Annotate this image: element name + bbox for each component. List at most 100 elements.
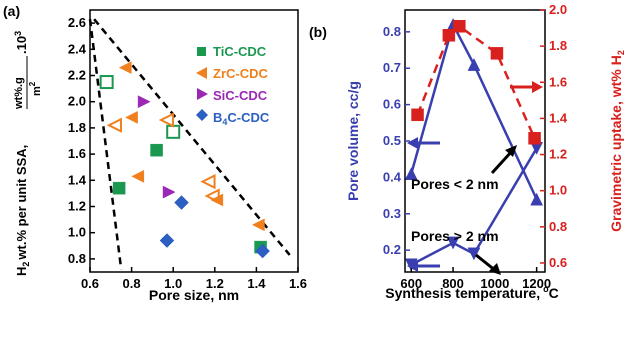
- b-yright-tick-label-2: 1.0: [549, 183, 567, 198]
- series-2-point-4: [490, 47, 504, 60]
- arrow-pores-lt-2nm-head: [505, 145, 517, 157]
- series-line-1: [410, 147, 538, 266]
- panel-a: (a) 0.6 0.8 1.0 1.2 1.4 1.6 0.8 1.0 1.2 1.4 1.6 1.8…: [3, 3, 307, 303]
- panel-b-plot-area: [404, 17, 544, 272]
- b-xtick-label-1: 800: [442, 276, 464, 291]
- panel-a-plot-area: [88, 18, 291, 270]
- a-ytick-label-2: 1.2: [68, 199, 86, 214]
- series-0-point-3: [467, 58, 481, 71]
- point-tic-3: [150, 143, 163, 157]
- b-yleft-tick-label-3: 0.5: [383, 133, 401, 148]
- b-yleft-tick-label-4: 0.6: [383, 97, 401, 112]
- b-xtick-label-0: 600: [400, 276, 422, 291]
- panel-b-label: (b): [309, 24, 327, 40]
- a-xtick-label-1: 0.8: [123, 276, 141, 291]
- panel-a-ylabel: H2wt.% per unit SSA,: [14, 145, 31, 276]
- a-ytick-label-6: 2.0: [68, 94, 86, 109]
- series-2-point-5: [528, 132, 541, 145]
- panel-b: 600 800 1000 1200 0.2 0.3 0.4 0.5 0.6 0.7 0.8 0.6 0.…: [309, 2, 626, 301]
- point-tic-1: [99, 75, 114, 90]
- point-zrc-2: [118, 61, 132, 75]
- panel-a-ylabel-h-sub: 2: [21, 262, 31, 267]
- point-zrc-9: [251, 218, 265, 232]
- panel-b-ylabel-left: Pore volume, cc/g: [345, 81, 361, 201]
- guide-line-2: [93, 18, 291, 256]
- point-sic-2: [162, 185, 176, 199]
- series-0-point-4: [530, 192, 544, 206]
- series-1-point-2: [446, 236, 460, 250]
- series-line-2: [416, 24, 536, 139]
- point-zrc-4: [131, 169, 145, 183]
- panel-a-ticks: 0.6 0.8 1.0 1.2 1.4 1.6 0.8 1.0 1.2 1.4 1.6 1.8 2.0 2…: [68, 15, 307, 291]
- arrow-to-right-axis-head: [532, 81, 543, 93]
- series-2-point-3: [453, 20, 466, 33]
- legend-zrc-label: ZrC-CDC: [213, 66, 268, 81]
- legend-sic-label: SiC-CDC: [213, 88, 268, 103]
- a-xtick-label-3: 1.2: [206, 276, 224, 291]
- annotation-pores-gt-2nm: Pores > 2 nm: [411, 228, 499, 244]
- b-yright-tick-label-5: 1.6: [549, 74, 567, 89]
- a-ytick-label-1: 1.0: [68, 225, 86, 240]
- legend-tic-label: TiC-CDC: [213, 44, 267, 59]
- legend-zrc-marker: [196, 67, 207, 79]
- a-xtick-label-0: 0.6: [81, 276, 99, 291]
- b-xtick-label-3: 1200: [522, 276, 551, 291]
- panel-a-legend: TiC-CDC ZrC-CDC SiC-CDC B4C-CDC: [196, 44, 270, 127]
- b-yleft-tick-label-1: 0.3: [383, 206, 401, 221]
- a-xtick-label-4: 1.4: [247, 276, 266, 291]
- panel-a-ylabel-units: wt%.g: [13, 77, 25, 110]
- a-ytick-label-5: 1.8: [68, 120, 86, 135]
- a-xtick-label-5: 1.6: [289, 276, 307, 291]
- panel-a-ylabel-scale: .103: [13, 31, 29, 54]
- series-2-point-1: [411, 108, 424, 122]
- axis-pointer-arrows: [407, 81, 543, 272]
- point-tic-2: [112, 181, 126, 195]
- annotation-arrows: [475, 145, 517, 275]
- arrow-pores-gt-2nm-head: [489, 263, 501, 275]
- legend-b4c-label: B4C-CDC: [213, 110, 270, 127]
- guide-line-1: [88, 19, 123, 270]
- point-b4c-2: [174, 195, 189, 210]
- b-yleft-tick-label-0: 0.2: [383, 242, 401, 257]
- legend-tic-marker: [197, 47, 206, 56]
- arrow-to-left-axis-upper-head: [407, 137, 418, 149]
- arrow-to-left-axis-lower-head: [407, 260, 418, 272]
- point-b4c-1: [159, 233, 175, 248]
- a-ytick-label-9: 2.6: [68, 15, 86, 30]
- b-yright-tick-label-0: 0.6: [549, 255, 567, 270]
- series-2-point-2: [442, 29, 456, 42]
- arrow-pores-lt-2nm: [490, 149, 514, 175]
- panel-b-ylabel-right: Gravimetric uptake, wt%H2: [608, 50, 626, 232]
- b-xtick-label-2: 1000: [480, 276, 509, 291]
- point-b4c-3: [255, 243, 270, 259]
- a-ytick-label-8: 2.4: [68, 41, 87, 56]
- b-yleft-tick-label-6: 0.8: [383, 24, 401, 39]
- point-zrc-8: [210, 193, 224, 207]
- b-yleft-tick-label-2: 0.4: [383, 169, 402, 184]
- b-yright-tick-label-4: 1.4: [549, 110, 568, 125]
- annotation-pores-lt-2nm: Pores < 2 nm: [411, 176, 499, 192]
- panel-a-xlabel: Pore size, nm: [149, 287, 239, 303]
- panel-a-ylabel-h: H: [14, 267, 29, 276]
- panel-a-ylabel-units-den: m2: [28, 81, 43, 96]
- a-xtick-label-2: 1.0: [164, 276, 182, 291]
- panel-b-ticks: 600 800 1000 1200 0.2 0.3 0.4 0.5 0.6 0.7 0.8 0.6 0.…: [383, 2, 568, 291]
- panel-a-frame: [89, 9, 299, 273]
- point-zrc-3: [125, 111, 138, 124]
- b-yright-tick-label-3: 1.2: [549, 147, 567, 162]
- point-zrc-5: [158, 112, 174, 128]
- b-yright-tick-label-1: 0.8: [549, 219, 567, 234]
- a-ytick-label-7: 2.2: [68, 68, 86, 83]
- panel-a-label: (a): [3, 3, 20, 19]
- panel-a-ylabel-main: wt.% per unit SSA,: [14, 145, 29, 261]
- b-yright-tick-label-7: 2.0: [549, 2, 567, 17]
- panel-b-xlabel: Synthesis temperature, oC: [385, 284, 558, 301]
- a-ytick-label-4: 1.6: [68, 146, 86, 161]
- b-yleft-tick-label-5: 0.7: [383, 60, 401, 75]
- series-1-point-3: [467, 247, 481, 261]
- point-tic-4: [166, 124, 181, 139]
- point-zrc-6: [200, 173, 216, 190]
- legend-sic-marker: [197, 88, 208, 100]
- series-line-0: [410, 21, 538, 200]
